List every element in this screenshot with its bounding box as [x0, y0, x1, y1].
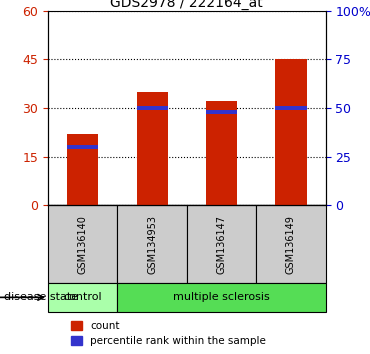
Text: GSM136140: GSM136140 [78, 215, 88, 274]
Bar [137, 92, 168, 205]
Text: GSM134953: GSM134953 [147, 215, 157, 274]
Bar [48, 205, 118, 283]
Bar [206, 110, 237, 114]
Bar [67, 145, 98, 149]
Bar [275, 106, 306, 110]
Text: disease state: disease state [4, 292, 78, 302]
Bar [206, 102, 237, 205]
Text: GSM136147: GSM136147 [216, 215, 226, 274]
Bar [118, 283, 326, 312]
Bar [275, 59, 306, 205]
Text: control: control [64, 292, 102, 302]
Bar [187, 205, 256, 283]
Text: multiple sclerosis: multiple sclerosis [173, 292, 270, 302]
Bar [67, 134, 98, 205]
Title: GDS2978 / 222164_at: GDS2978 / 222164_at [111, 0, 263, 10]
Bar [256, 205, 326, 283]
Bar [118, 205, 187, 283]
Bar [137, 106, 168, 110]
Legend: count, percentile rank within the sample: count, percentile rank within the sample [67, 317, 270, 350]
Text: GSM136149: GSM136149 [286, 215, 296, 274]
Bar [48, 283, 118, 312]
